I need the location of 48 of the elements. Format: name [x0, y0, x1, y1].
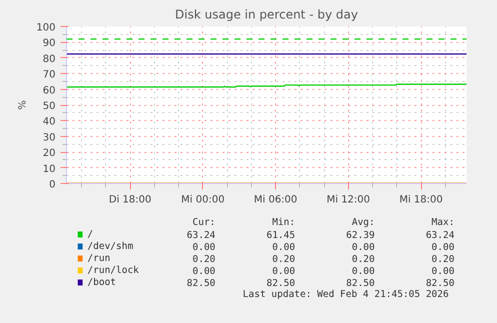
x-tick-label: Mi 00:00: [181, 194, 225, 206]
x-tick-label: Mi 18:00: [399, 194, 443, 206]
text: 82.50: [426, 278, 455, 289]
legend-label: /: [87, 229, 94, 240]
chart-title: Disk usage in percent - by day: [175, 8, 358, 22]
y-tick-label: 90: [42, 38, 56, 50]
text: Min:: [272, 217, 296, 228]
text: 82.50: [266, 278, 296, 289]
text: 0.00: [272, 242, 296, 253]
text: 0.20: [192, 254, 216, 265]
x-tick-label: Mi 06:00: [254, 194, 298, 206]
text: 0.00: [352, 266, 376, 277]
y-tick-label: 40: [42, 116, 56, 128]
y-tick-label: 0: [49, 180, 56, 190]
text: 0.00: [192, 266, 216, 277]
text: 0.20: [352, 254, 376, 265]
text: 0.00: [352, 242, 376, 253]
y-tick-label: 100: [36, 22, 56, 34]
y-tick-label: 50: [42, 101, 56, 112]
legend-label: /run/lock: [87, 265, 140, 276]
text: 62.39: [346, 230, 376, 241]
y-tick-label: 80: [42, 54, 56, 65]
y-tick-label: 10: [42, 164, 56, 175]
text: 0.00: [432, 242, 455, 253]
legend-label: /run: [87, 253, 110, 264]
text: 82.50: [346, 278, 376, 289]
text: 82.50: [186, 278, 216, 289]
text: 63.24: [186, 230, 216, 241]
text: 0.00: [432, 266, 455, 277]
text: 63.24: [426, 230, 455, 241]
y-tick-label: 20: [42, 148, 56, 160]
y-axis-title: %: [17, 100, 28, 110]
text: Max:: [432, 217, 454, 228]
text: 0.20: [272, 254, 296, 265]
y-tick-label: 60: [42, 85, 56, 96]
legend-label: /boot: [87, 277, 116, 288]
text: 0.20: [432, 254, 455, 265]
text: Last update: Wed Feb 4 21:45:05 2026: [242, 289, 449, 300]
text: 61.45: [266, 230, 296, 241]
x-tick-label: Mi 12:00: [326, 194, 370, 206]
text: Avg:: [352, 217, 375, 228]
text: Cur:: [192, 217, 216, 228]
x-tick-label: Di 18:00: [108, 194, 152, 206]
text: 0.00: [272, 266, 296, 277]
legend-label: /dev/shm: [87, 241, 134, 252]
y-tick-label: 70: [42, 70, 56, 81]
y-tick-label: 30: [42, 132, 56, 144]
text: 0.00: [192, 242, 216, 253]
